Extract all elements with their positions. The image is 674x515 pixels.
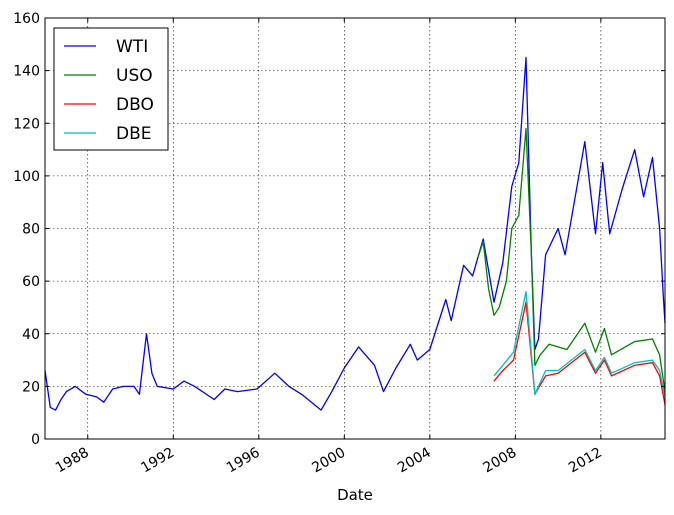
x-tick-label: 2008 xyxy=(480,445,519,477)
legend-label-uso: USO xyxy=(116,66,153,86)
y-tick-label: 40 xyxy=(22,327,40,343)
x-tick-label: 2012 xyxy=(566,445,605,477)
series-lines xyxy=(44,56,666,411)
x-tick-label: 1992 xyxy=(138,445,177,477)
y-tick-label: 100 xyxy=(13,169,40,185)
legend-label-dbo: DBO xyxy=(116,95,154,115)
series-line-uso xyxy=(477,127,666,392)
y-tick-label: 0 xyxy=(31,432,40,448)
x-tick-label: 2004 xyxy=(395,445,434,477)
legend: WTI USO DBO DBE xyxy=(53,27,169,151)
series-line-wti xyxy=(44,56,666,411)
series-line-dbo xyxy=(493,301,666,405)
legend-box xyxy=(53,27,169,151)
legend-label-dbe: DBE xyxy=(116,124,152,144)
legend-label-wti: WTI xyxy=(116,37,148,57)
x-tick-label: 2000 xyxy=(309,445,348,477)
series-line-dbe xyxy=(493,290,666,398)
x-axis-title: Date xyxy=(337,486,373,504)
y-tick-label: 140 xyxy=(13,64,40,80)
y-axis: 0 20 40 60 80 100 120 140 160 xyxy=(13,11,665,448)
y-tick-label: 80 xyxy=(22,222,40,238)
x-tick-label: 1996 xyxy=(224,445,263,477)
y-tick-label: 160 xyxy=(13,11,40,27)
y-tick-label: 20 xyxy=(22,379,40,395)
x-tick-label: 1988 xyxy=(53,445,92,477)
y-tick-label: 120 xyxy=(13,116,40,132)
gridlines xyxy=(45,18,665,439)
y-tick-label: 60 xyxy=(22,274,40,290)
